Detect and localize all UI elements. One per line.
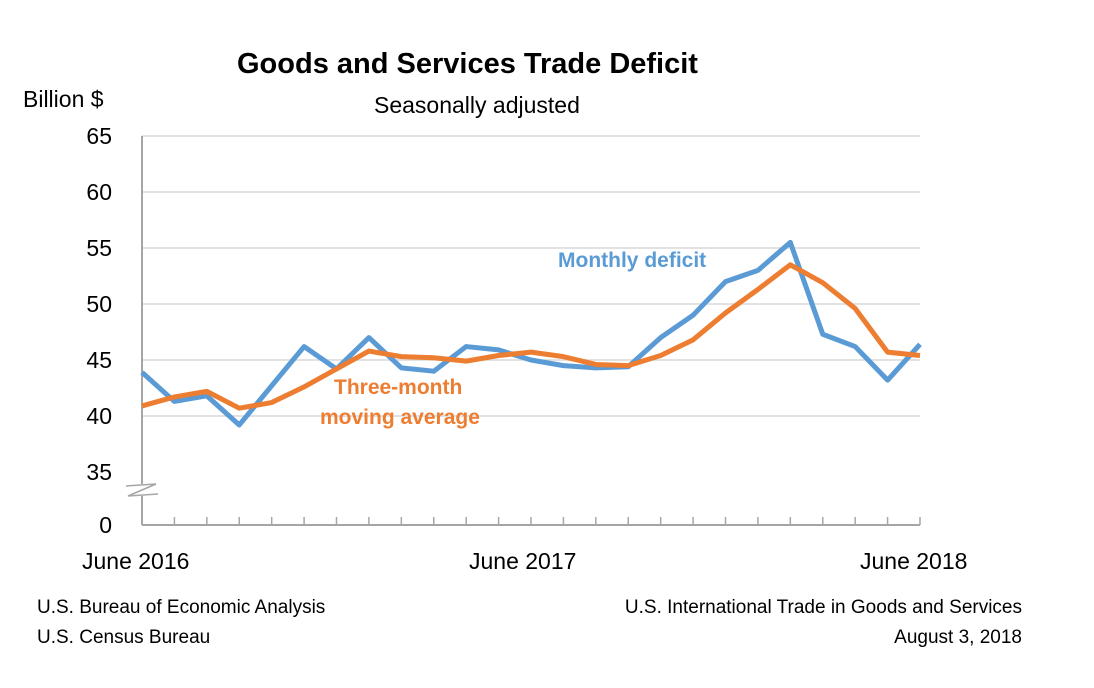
source-census: U.S. Census Bureau xyxy=(37,627,211,648)
series-label-average-line2: moving average xyxy=(320,406,480,429)
xtick-label-0: June 2016 xyxy=(82,548,190,574)
xtick-label-2: June 2018 xyxy=(860,548,968,574)
y-axis-label: Billion $ xyxy=(23,86,104,112)
ytick-label: 65 xyxy=(86,123,112,149)
ytick-label: 35 xyxy=(86,459,112,485)
chart-title: Goods and Services Trade Deficit xyxy=(237,48,698,80)
release-date: August 3, 2018 xyxy=(894,627,1022,648)
series-label-monthly: Monthly deficit xyxy=(558,249,707,272)
chart-subtitle: Seasonally adjusted xyxy=(374,92,580,118)
release-title: U.S. International Trade in Goods and Se… xyxy=(624,597,1022,618)
ytick-label: 60 xyxy=(86,179,112,205)
ytick-label: 0 xyxy=(99,512,112,538)
source-bea: U.S. Bureau of Economic Analysis xyxy=(37,597,326,618)
xtick-label-1: June 2017 xyxy=(469,548,577,574)
axis-break-icon xyxy=(125,483,159,497)
ytick-label: 40 xyxy=(86,403,112,429)
series-label-average-line1: Three-month xyxy=(334,376,463,399)
ytick-label: 50 xyxy=(86,291,112,317)
ytick-label: 45 xyxy=(86,347,112,373)
ytick-label: 55 xyxy=(86,235,112,261)
